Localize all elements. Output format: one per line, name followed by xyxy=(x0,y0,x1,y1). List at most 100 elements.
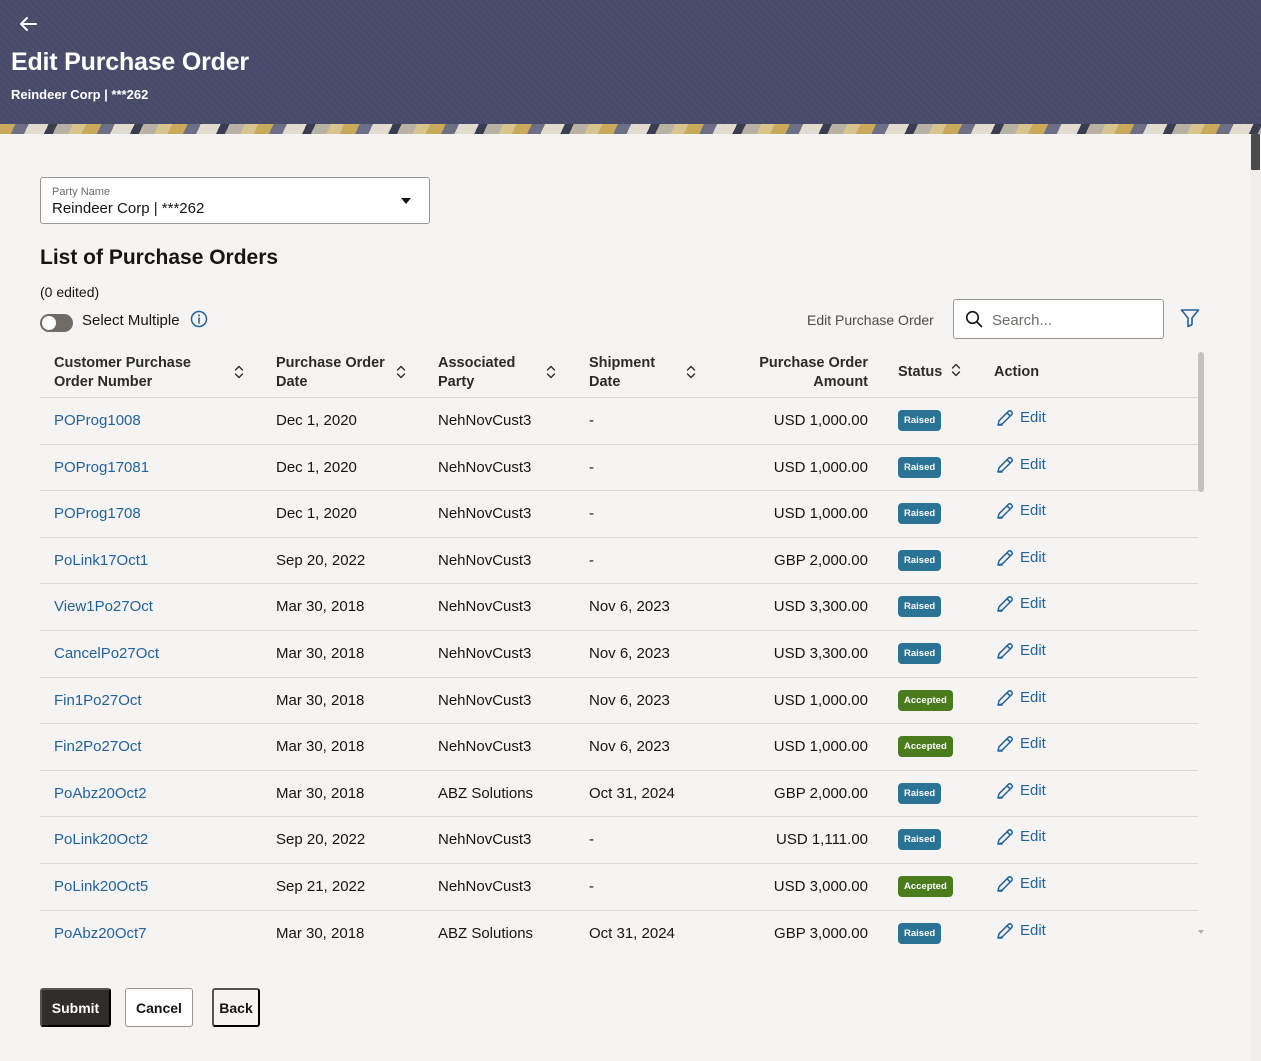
associated-party-cell: NehNovCust3 xyxy=(438,458,532,476)
sort-icon[interactable] xyxy=(950,362,962,378)
pencil-icon xyxy=(997,829,1014,846)
po-number-link[interactable]: Fin1Po27Oct xyxy=(54,691,142,709)
edited-count: (0 edited) xyxy=(40,284,100,300)
shipment-date-cell: - xyxy=(589,458,594,476)
amount-cell: GBP 3,000.00 xyxy=(774,924,868,942)
shipment-date-cell: - xyxy=(589,831,594,849)
edit-label: Edit xyxy=(1020,455,1046,473)
po-number-link[interactable]: POProg17081 xyxy=(54,458,150,476)
sort-icon[interactable] xyxy=(685,364,697,380)
shipment-date-cell: - xyxy=(589,412,594,429)
po-number-link[interactable]: Fin2Po27Oct xyxy=(54,738,142,756)
edit-label: Edit xyxy=(1020,409,1046,426)
amount-cell: USD 1,000.00 xyxy=(773,505,868,523)
search-input[interactable] xyxy=(992,309,1152,331)
po-number-link[interactable]: POProg1008 xyxy=(54,412,141,429)
associated-party-cell: NehNovCust3 xyxy=(438,877,532,895)
filter-icon[interactable] xyxy=(1179,307,1201,329)
po-date-cell: Dec 1, 2020 xyxy=(276,458,357,476)
arrow-left-icon[interactable] xyxy=(16,12,40,36)
po-date-cell: Mar 30, 2018 xyxy=(276,598,365,616)
page-scrollbar-thumb[interactable] xyxy=(1251,134,1260,170)
party-name-label: Party Name xyxy=(52,186,111,198)
page-scrollbar[interactable] xyxy=(1250,134,1261,1061)
associated-party-cell: NehNovCust3 xyxy=(438,831,532,849)
table-row: PoLink17Oct1 Sep 20, 2022 NehNovCust3 - GBP … xyxy=(40,538,1198,585)
status-badge: Raised xyxy=(898,922,942,944)
associated-party-cell: ABZ Solutions xyxy=(438,784,534,802)
purchase-orders-table: Customer Purchase Order Number Purchase … xyxy=(40,350,1198,957)
col-header-po-date: Purchase Order Date xyxy=(276,355,385,390)
po-number-link[interactable]: View1Po27Oct xyxy=(54,598,153,616)
sort-icon[interactable] xyxy=(545,364,557,380)
page-subtitle: Reindeer Corp | ***262 xyxy=(11,87,149,102)
table-row: PoAbz20Oct7 Mar 30, 2018 ABZ Solutions Oct … xyxy=(40,911,1198,958)
col-header-action: Action xyxy=(994,364,1040,380)
amount-cell: GBP 2,000.00 xyxy=(774,784,868,802)
pencil-icon xyxy=(997,736,1014,752)
po-number-link[interactable]: PoLink17Oct1 xyxy=(54,551,149,569)
party-name-dropdown[interactable]: Party Name Reindeer Corp | ***262 xyxy=(40,177,430,224)
table-row: POProg1708 Dec 1, 2020 NehNovCust3 - USD 1,0… xyxy=(40,491,1198,538)
sort-icon[interactable] xyxy=(395,364,407,380)
submit-button[interactable]: Submit xyxy=(40,988,111,1027)
po-date-cell: Dec 1, 2020 xyxy=(276,505,357,523)
edit-label: Edit xyxy=(1020,781,1046,799)
associated-party-cell: NehNovCust3 xyxy=(438,551,532,569)
table-row: Fin2Po27Oct Mar 30, 2018 NehNovCust3 Nov 6,… xyxy=(40,724,1198,771)
search-box[interactable] xyxy=(953,299,1164,339)
edit-label: Edit xyxy=(1020,921,1046,939)
party-name-value: Reindeer Corp | ***262 xyxy=(52,200,205,217)
info-icon[interactable] xyxy=(190,310,208,328)
associated-party-cell: NehNovCust3 xyxy=(438,412,532,429)
table-scroll-down-arrow[interactable] xyxy=(1198,930,1204,934)
shipment-date-cell: - xyxy=(589,551,594,569)
pencil-icon xyxy=(997,875,1014,892)
table-body: POProg1008 Dec 1, 2020 NehNovCust3 - USD 1,0… xyxy=(40,398,1198,957)
page-title: Edit Purchase Order xyxy=(11,48,249,76)
table-row: Fin1Po27Oct Mar 30, 2018 NehNovCust3 Nov 6,… xyxy=(40,678,1198,725)
edit-purchase-order-label: Edit Purchase Order xyxy=(807,312,934,328)
col-header-shipment-date: Shipment Date xyxy=(589,355,656,390)
col-header-po-number: Customer Purchase Order Number xyxy=(54,355,191,390)
associated-party-cell: NehNovCust3 xyxy=(438,644,532,662)
edit-label: Edit xyxy=(1020,688,1046,706)
select-multiple-toggle[interactable] xyxy=(40,314,73,332)
po-date-cell: Mar 30, 2018 xyxy=(276,738,365,756)
table-scrollbar-thumb[interactable] xyxy=(1198,352,1204,492)
caret-down-icon[interactable] xyxy=(401,198,411,204)
po-number-link[interactable]: PoLink20Oct2 xyxy=(54,831,149,849)
associated-party-cell: ABZ Solutions xyxy=(438,924,534,942)
associated-party-cell: NehNovCust3 xyxy=(438,598,532,616)
col-header-amount: Purchase Order Amount xyxy=(759,355,868,390)
banner-strip xyxy=(0,124,1261,134)
pencil-icon xyxy=(997,456,1014,473)
shipment-date-cell: Nov 6, 2023 xyxy=(589,598,670,616)
amount-cell: GBP 2,000.00 xyxy=(774,551,868,569)
associated-party-cell: NehNovCust3 xyxy=(438,505,532,523)
po-number-link[interactable]: CancelPo27Oct xyxy=(54,644,160,662)
table-row: PoLink20Oct2 Sep 20, 2022 NehNovCust3 - USD … xyxy=(40,817,1198,864)
po-number-link[interactable]: PoLink20Oct5 xyxy=(54,877,149,895)
po-number-link[interactable]: PoAbz20Oct2 xyxy=(54,784,147,802)
table-row: POProg17081 Dec 1, 2020 NehNovCust3 - USD 1,… xyxy=(40,445,1198,492)
sort-icon[interactable] xyxy=(233,364,245,380)
back-button[interactable]: Back xyxy=(212,988,260,1027)
po-date-cell: Mar 30, 2018 xyxy=(276,924,365,942)
po-number-link[interactable]: POProg1708 xyxy=(54,505,141,523)
shipment-date-cell: Oct 31, 2024 xyxy=(589,924,675,942)
amount-cell: USD 1,000.00 xyxy=(773,458,868,476)
table-row: CancelPo27Oct Mar 30, 2018 NehNovCust3 Nov … xyxy=(40,631,1198,678)
amount-cell: USD 1,111.00 xyxy=(776,831,868,849)
status-badge: Raised xyxy=(898,410,942,431)
amount-cell: USD 1,000.00 xyxy=(773,691,868,709)
edit-label: Edit xyxy=(1020,595,1046,613)
cancel-button[interactable]: Cancel xyxy=(125,988,193,1027)
table-row: POProg1008 Dec 1, 2020 NehNovCust3 - USD 1,0… xyxy=(40,398,1198,445)
pencil-icon xyxy=(997,549,1014,566)
status-badge: Raised xyxy=(898,829,942,851)
po-number-link[interactable]: PoAbz20Oct7 xyxy=(54,924,147,942)
status-badge: Raised xyxy=(898,456,942,478)
table-row: PoLink20Oct5 Sep 21, 2022 NehNovCust3 - USD … xyxy=(40,864,1198,911)
edit-label: Edit xyxy=(1020,502,1046,520)
